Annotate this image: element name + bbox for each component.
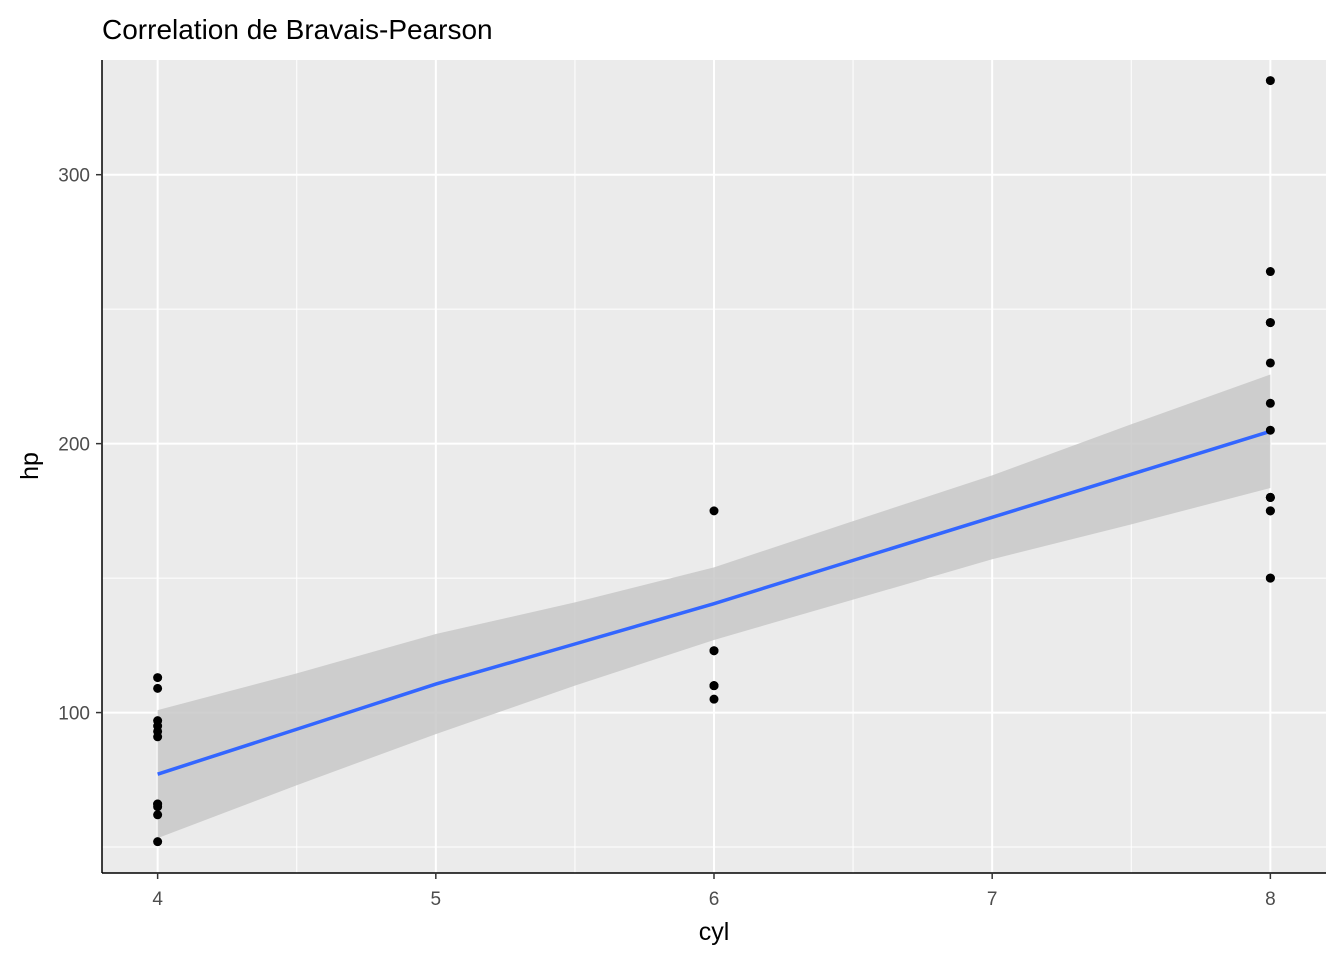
data-point: [153, 683, 163, 693]
data-point: [1265, 267, 1275, 277]
data-point: [153, 732, 163, 742]
data-point: [153, 673, 163, 683]
confidence-band: [157, 374, 1271, 839]
data-point: [153, 837, 163, 847]
data-point: [709, 694, 719, 704]
data-point: [1265, 425, 1275, 435]
data-point: [1265, 318, 1275, 328]
y-tick-label: 100: [58, 704, 90, 725]
data-point: [153, 716, 163, 726]
axis-ticks: 4 5 6 7 8 100 200 300: [58, 166, 1275, 910]
data-point: [1265, 358, 1275, 368]
x-tick-label: 8: [1265, 889, 1276, 910]
data-point: [153, 810, 163, 820]
data-point: [1265, 492, 1275, 502]
data-point: [1265, 506, 1275, 516]
x-axis-label: cyl: [699, 918, 730, 946]
chart-title: Correlation de Bravais-Pearson: [102, 14, 493, 45]
regression-line: [157, 429, 1271, 776]
y-tick-label: 300: [58, 166, 90, 187]
x-tick-label: 4: [152, 889, 163, 910]
data-point: [1265, 76, 1275, 86]
data-point: [153, 799, 163, 809]
data-point: [709, 646, 719, 656]
data-point: [709, 506, 719, 516]
data-point: [1265, 398, 1275, 408]
data-point: [1265, 573, 1275, 583]
confidence-band-layer: [157, 374, 1271, 839]
y-tick-label: 200: [58, 435, 90, 456]
regression-line-layer: [157, 429, 1271, 776]
major-gridlines: [102, 60, 1326, 873]
y-axis-label: hp: [16, 452, 44, 480]
x-tick-label: 7: [987, 889, 998, 910]
x-tick-label: 5: [431, 889, 442, 910]
data-point: [709, 681, 719, 691]
x-tick-label: 6: [709, 889, 720, 910]
data-points-layer: [153, 76, 1275, 847]
